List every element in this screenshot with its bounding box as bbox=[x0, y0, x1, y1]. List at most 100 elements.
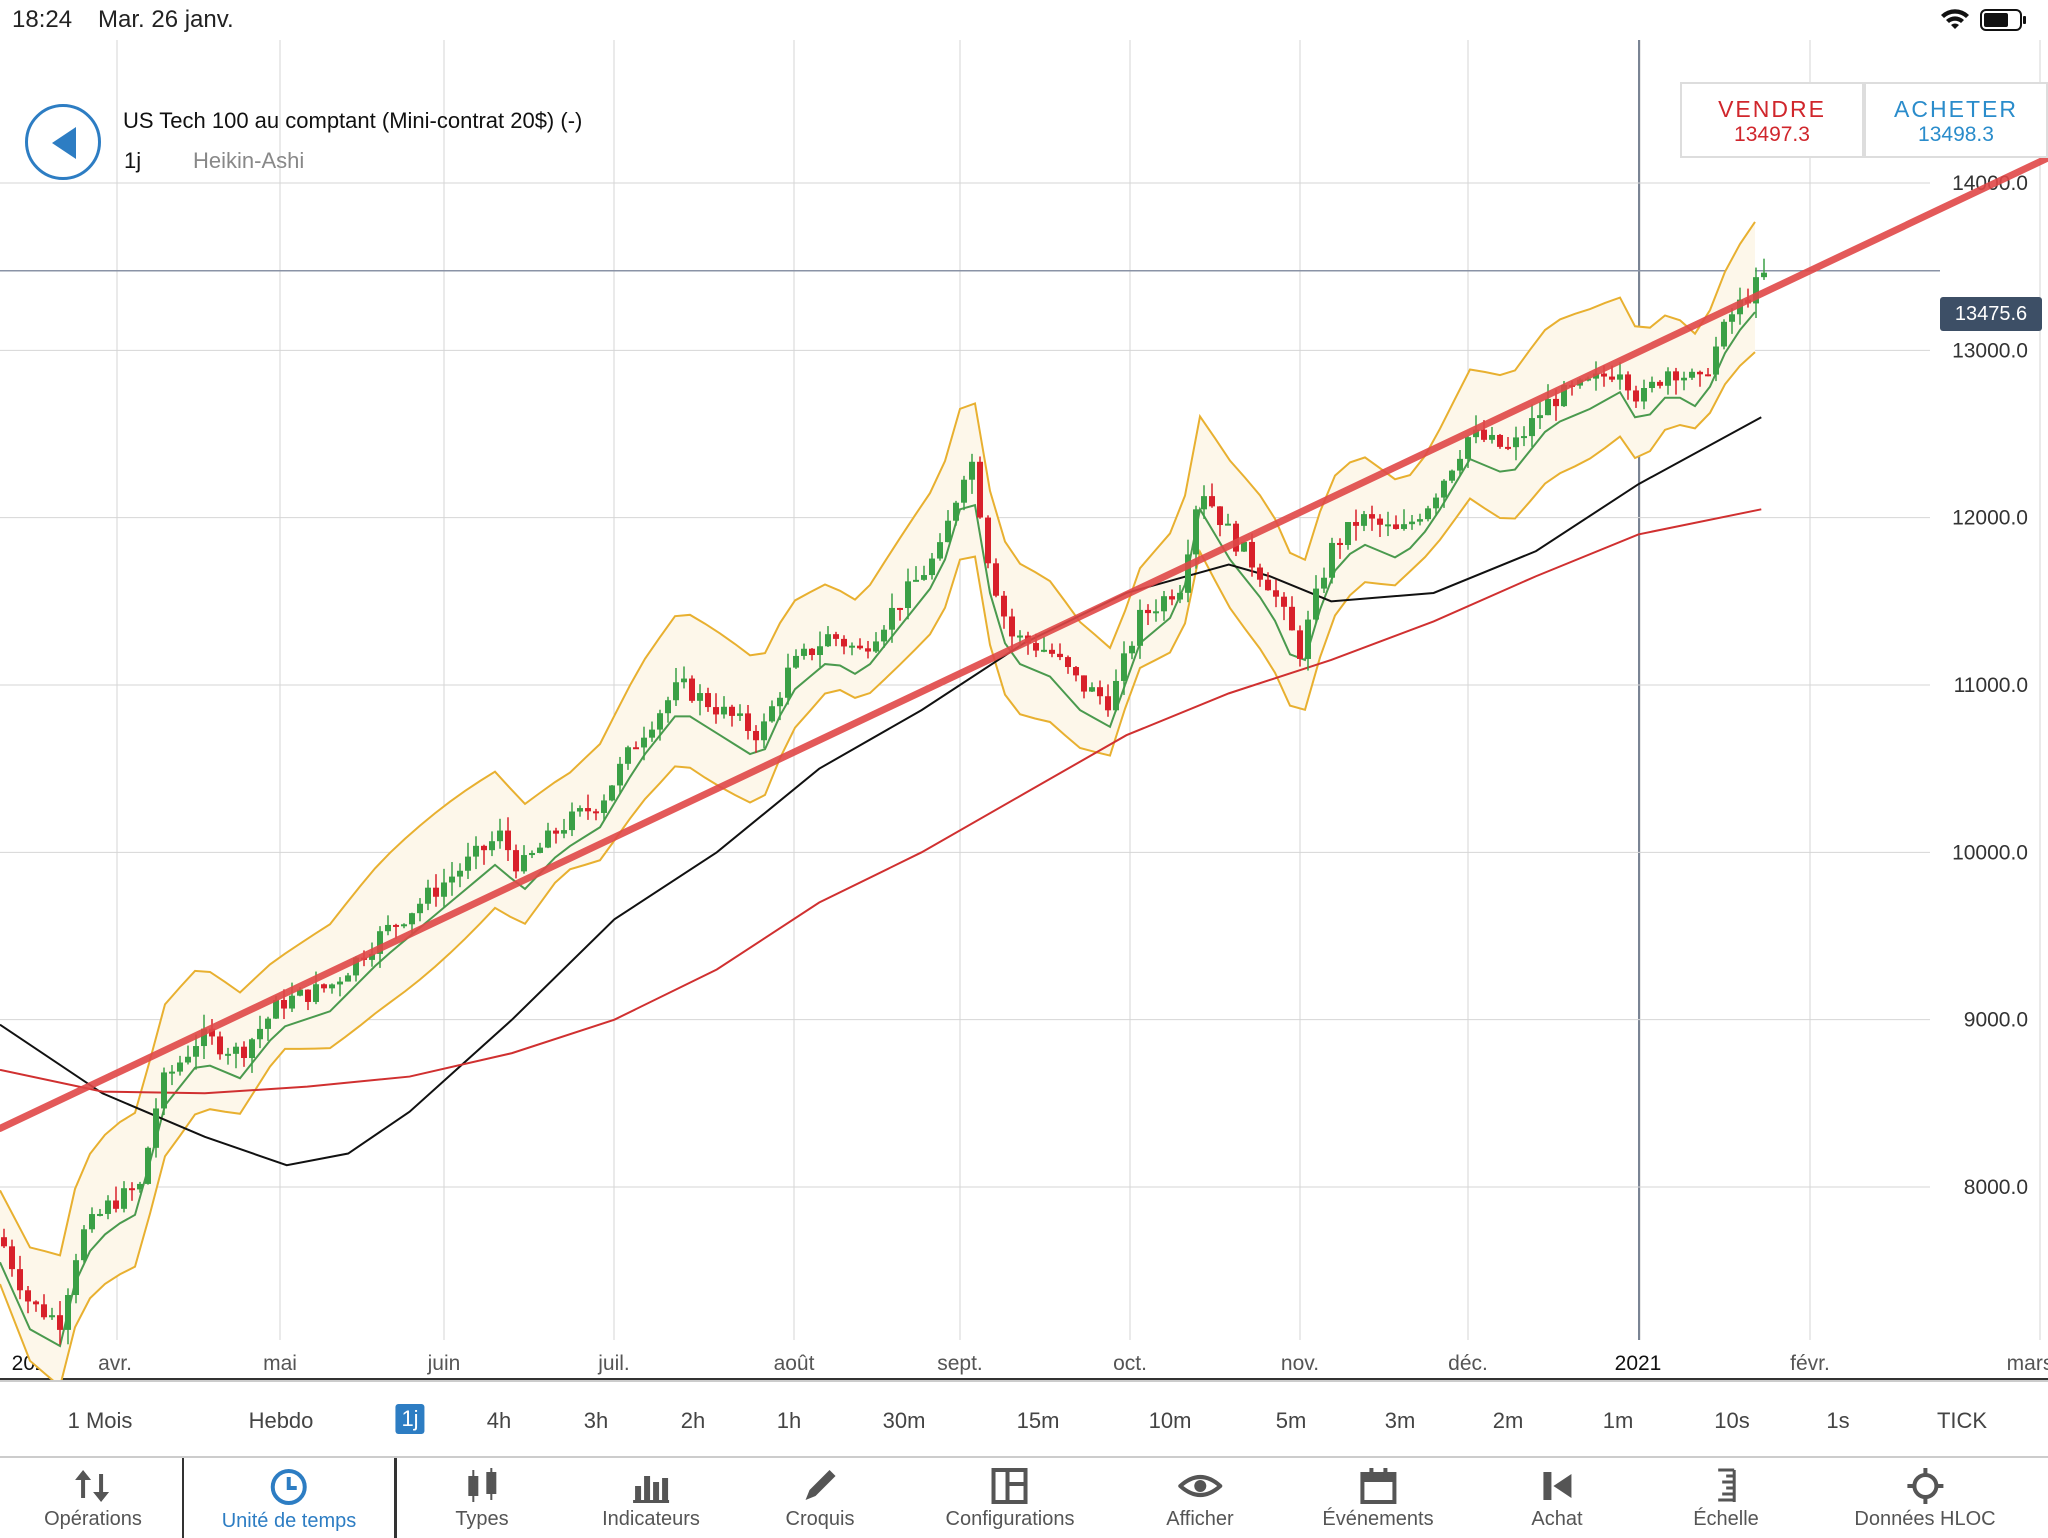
tf-1h[interactable]: 1h bbox=[776, 1408, 802, 1433]
candle-body bbox=[777, 697, 783, 707]
candle-body bbox=[1153, 611, 1159, 614]
candle-body bbox=[929, 558, 935, 576]
candle-body bbox=[1169, 596, 1175, 600]
candle-body bbox=[1449, 470, 1455, 481]
timeframe-label: 1j bbox=[124, 148, 142, 173]
sma-black-line bbox=[0, 416, 1762, 1167]
x-tick-label: juil. bbox=[597, 1352, 630, 1375]
indicators-button[interactable]: Indicateurs bbox=[602, 1458, 700, 1538]
y-tick-label: 8000.0 bbox=[1964, 1176, 2028, 1199]
tf-tick[interactable]: TICK bbox=[1936, 1408, 1988, 1433]
candle-body bbox=[1073, 667, 1079, 676]
tf-3h[interactable]: 3h bbox=[583, 1408, 609, 1433]
tf-1m[interactable]: 1m bbox=[1602, 1408, 1634, 1433]
time-unit-button[interactable]: Unité de temps bbox=[222, 1458, 356, 1538]
candle-body bbox=[953, 502, 959, 521]
sell-button[interactable]: VENDRE 13497.3 bbox=[1680, 82, 1864, 158]
candle-body bbox=[1257, 567, 1263, 580]
candle-body bbox=[1705, 374, 1711, 377]
candle-body bbox=[425, 887, 431, 904]
candle-body bbox=[761, 721, 767, 741]
calendar-icon bbox=[1359, 1468, 1396, 1504]
candle-body bbox=[1281, 596, 1287, 607]
candle-body bbox=[1601, 373, 1607, 377]
candle-body bbox=[601, 800, 607, 813]
buy-label: ACHETER bbox=[1894, 96, 2018, 122]
candle-body bbox=[1297, 630, 1303, 659]
candlestick-icon bbox=[467, 1468, 496, 1502]
battery-icon bbox=[1980, 8, 2028, 32]
price-chart[interactable]: 2020avr.maijuinjuil.aoûtsept.oct.nov.déc… bbox=[0, 40, 2048, 1380]
back-button[interactable] bbox=[25, 104, 101, 180]
tf-2h[interactable]: 2h bbox=[680, 1408, 706, 1433]
candle-body bbox=[745, 713, 751, 731]
tf-15m[interactable]: 15m bbox=[1016, 1408, 1060, 1433]
hloc-button[interactable]: Données HLOC bbox=[1854, 1458, 1996, 1538]
candle-body bbox=[1761, 272, 1767, 278]
candle-body bbox=[145, 1147, 151, 1184]
display-button[interactable]: Afficher bbox=[1166, 1458, 1234, 1538]
sketch-button[interactable]: Croquis bbox=[786, 1458, 854, 1538]
candle-body bbox=[1105, 696, 1111, 711]
hloc-label: Données HLOC bbox=[1854, 1508, 1996, 1530]
candle-body bbox=[1489, 434, 1495, 440]
candle-body bbox=[185, 1056, 191, 1063]
buy-button[interactable]: ACHETER 13498.3 bbox=[1864, 82, 2048, 158]
candle-body bbox=[897, 607, 903, 610]
candle-body bbox=[1641, 388, 1647, 402]
tf-4h[interactable]: 4h bbox=[486, 1408, 512, 1433]
candle-body bbox=[73, 1260, 79, 1296]
tf-5m[interactable]: 5m bbox=[1275, 1408, 1307, 1433]
candle-body bbox=[529, 852, 535, 856]
candle-body bbox=[1457, 458, 1463, 471]
candle-body bbox=[1665, 371, 1671, 386]
sell-price: 13497.3 bbox=[1734, 123, 1810, 146]
tf-1s[interactable]: 1s bbox=[1826, 1408, 1850, 1433]
purchase-label: Achat bbox=[1531, 1508, 1583, 1530]
x-tick-label: 2021 bbox=[1615, 1352, 1662, 1375]
candle-body bbox=[337, 981, 343, 985]
tf-1-day[interactable]: 1j bbox=[395, 1404, 425, 1434]
x-tick-label: août bbox=[774, 1352, 815, 1375]
events-button[interactable]: Événements bbox=[1322, 1458, 1434, 1538]
candle-body bbox=[449, 876, 455, 883]
tf-1-month[interactable]: 1 Mois bbox=[67, 1408, 133, 1433]
candle-body bbox=[1217, 506, 1223, 526]
candle-body bbox=[969, 461, 975, 480]
display-label: Afficher bbox=[1166, 1508, 1234, 1530]
candle-body bbox=[625, 747, 631, 764]
candle-body bbox=[249, 1039, 255, 1059]
tf-2m[interactable]: 2m bbox=[1492, 1408, 1524, 1433]
candle-body bbox=[1129, 645, 1135, 654]
candle-body bbox=[1729, 314, 1735, 322]
tf-10m[interactable]: 10m bbox=[1148, 1408, 1192, 1433]
tf-3m[interactable]: 3m bbox=[1384, 1408, 1416, 1433]
current-price-tag: 13475.6 bbox=[1940, 297, 2042, 331]
candle-body bbox=[1305, 619, 1311, 659]
candle-body bbox=[513, 850, 519, 872]
types-button[interactable]: Types bbox=[455, 1458, 509, 1538]
bar-chart-icon bbox=[633, 1476, 669, 1503]
candle-body bbox=[417, 903, 423, 914]
scale-button[interactable]: Échelle bbox=[1693, 1458, 1759, 1538]
tf-30m[interactable]: 30m bbox=[882, 1408, 926, 1433]
candle-body bbox=[609, 785, 615, 801]
y-tick-label: 13000.0 bbox=[1952, 339, 2028, 362]
candle-body bbox=[841, 638, 847, 647]
status-date: Mar. 26 janv. bbox=[98, 6, 234, 33]
candle-body bbox=[217, 1036, 223, 1055]
purchase-button[interactable]: Achat bbox=[1531, 1458, 1583, 1538]
chart-area[interactable]: 2020avr.maijuinjuil.aoûtsept.oct.nov.déc… bbox=[0, 40, 2048, 1380]
candle-body bbox=[561, 830, 567, 834]
candle-body bbox=[1289, 606, 1295, 631]
candle-body bbox=[177, 1062, 183, 1072]
candle-body bbox=[833, 634, 839, 639]
candle-body bbox=[1425, 508, 1431, 520]
operations-button[interactable]: Opérations bbox=[44, 1458, 142, 1538]
candle-body bbox=[113, 1200, 119, 1209]
tf-weekly[interactable]: Hebdo bbox=[248, 1408, 314, 1433]
tf-10s[interactable]: 10s bbox=[1714, 1408, 1750, 1433]
events-label: Événements bbox=[1322, 1508, 1434, 1530]
configurations-button[interactable]: Configurations bbox=[946, 1458, 1074, 1538]
candle-body bbox=[153, 1108, 159, 1148]
